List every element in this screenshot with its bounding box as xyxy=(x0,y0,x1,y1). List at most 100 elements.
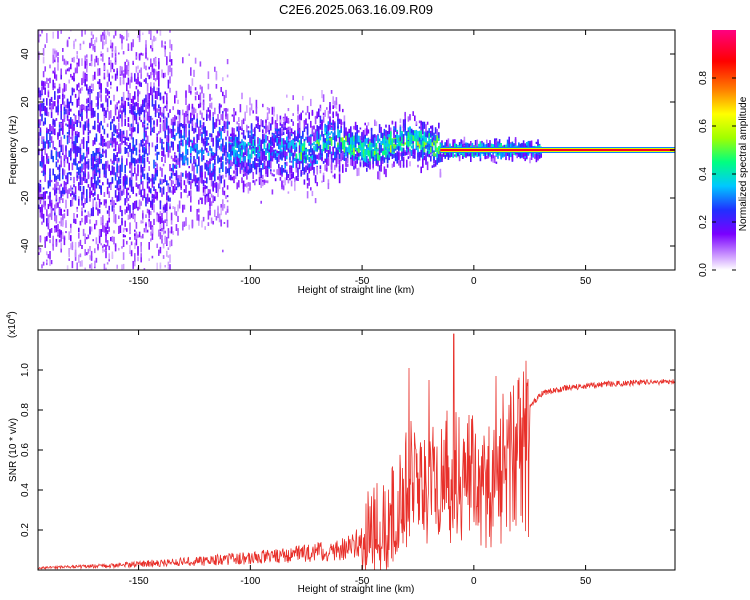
spectrogram-cell xyxy=(138,143,141,152)
spectrogram-cell xyxy=(358,152,360,157)
spectrogram-cell xyxy=(441,143,443,150)
spectrogram-cell xyxy=(156,170,158,177)
spectrogram-cell xyxy=(105,199,107,204)
spectrogram-cell xyxy=(97,119,99,124)
spectrogram-cell xyxy=(146,229,149,233)
spectrogram-cell xyxy=(385,150,387,158)
spectrogram-cell xyxy=(70,223,72,229)
spectrogram-cell xyxy=(175,90,178,98)
spectrogram-cell xyxy=(161,96,163,100)
spectrogram-cell xyxy=(78,115,80,123)
spectrogram-cell xyxy=(258,156,261,162)
spectrogram-cell xyxy=(110,45,112,49)
spectrogram-cell xyxy=(137,35,139,38)
spectrogram-cell xyxy=(409,161,411,167)
spectrogram-cell xyxy=(57,181,59,186)
spectrogram-cell xyxy=(175,165,178,169)
spectrogram-cell xyxy=(79,239,82,246)
spectrogram-cell xyxy=(258,171,261,178)
spectrogram-cell xyxy=(234,141,237,148)
spectrogram-cell xyxy=(345,167,347,172)
spectrogram-cell xyxy=(76,175,78,178)
spectrogram-cell xyxy=(226,168,229,174)
spectrogram-cell xyxy=(372,134,374,144)
spectrogram-cell xyxy=(124,235,126,238)
spectrogram-cell xyxy=(116,102,118,106)
spectrogram-cell xyxy=(362,152,365,158)
spectrogram-cell xyxy=(42,83,45,90)
spectrogram-cell xyxy=(338,118,341,124)
spectrogram-cell xyxy=(156,262,158,270)
spectrogram-cell xyxy=(159,30,162,36)
spectrogram-cell xyxy=(348,146,350,153)
spectrogram-cell xyxy=(102,35,104,43)
spectrogram-cell xyxy=(278,163,280,172)
spectrogram-cell xyxy=(151,99,154,107)
spectrogram-cell xyxy=(71,88,74,96)
spectrogram-cell xyxy=(90,226,93,232)
spectrogram-cell xyxy=(233,111,235,118)
spectrogram-cell xyxy=(306,123,309,130)
spectrogram-cell xyxy=(113,200,115,208)
spectrogram-cell xyxy=(330,127,333,130)
spectrogram-cell xyxy=(303,139,306,145)
spectrogram-cell xyxy=(404,130,406,136)
spectrogram-cell xyxy=(154,194,157,199)
spectrogram-cell xyxy=(329,102,331,111)
spectrogram-cell xyxy=(132,105,134,115)
spectrogram-cell xyxy=(114,104,117,109)
spectrogram-cell xyxy=(175,179,178,185)
spectrogram-cell xyxy=(286,171,288,176)
spectrogram-cell xyxy=(49,195,51,204)
spectrogram-cell xyxy=(118,100,120,104)
spectrogram-cell xyxy=(87,184,90,188)
spectrogram-cell xyxy=(401,137,403,142)
spectrogram-cell xyxy=(121,130,123,135)
spectrogram-cell xyxy=(114,46,117,54)
spectrogram-cell xyxy=(434,127,437,134)
spectrogram-cell xyxy=(210,133,213,138)
spectrogram-cell xyxy=(108,111,110,114)
spectrogram-cell xyxy=(132,260,134,269)
spectrogram-cell xyxy=(106,240,109,247)
spectrogram-cell xyxy=(46,98,48,106)
colorbar-tick-label: 0.4 xyxy=(698,167,709,181)
spectrogram-cell xyxy=(380,131,382,138)
spectrogram-cell xyxy=(418,154,421,161)
spectrogram-cell xyxy=(199,84,202,90)
spectrogram-cell xyxy=(121,99,123,108)
spectrogram-cell xyxy=(60,73,62,80)
spectrogram-cell xyxy=(110,39,112,46)
spectrogram-cell xyxy=(393,148,395,153)
spectrogram-cell xyxy=(95,160,98,163)
spectrogram-cell xyxy=(167,228,170,231)
spectrogram-cell xyxy=(114,214,117,223)
spectrogram-cell xyxy=(84,124,86,131)
spectrogram-cell xyxy=(498,139,501,145)
spectrogram-cell xyxy=(143,268,146,270)
spectrogram-cell xyxy=(230,163,232,167)
spectrogram-cell xyxy=(98,179,101,183)
spectrogram-cell xyxy=(166,135,168,142)
spectrogram-cell xyxy=(169,87,171,93)
spectrogram-cell xyxy=(140,82,142,87)
spectrogram-cell xyxy=(95,201,98,208)
spectrogram-cell xyxy=(303,121,306,128)
spectrogram-cell xyxy=(353,148,355,158)
spectrogram-cell xyxy=(298,130,301,139)
spectrogram-cell xyxy=(262,174,264,180)
spectrogram-cell xyxy=(204,197,206,205)
spectrogram-cell xyxy=(54,86,56,89)
spectrogram-cell xyxy=(102,141,104,148)
spectrogram-cell xyxy=(324,138,326,146)
spectrogram-cell xyxy=(217,205,219,213)
spectrogram-cell xyxy=(162,122,165,132)
y-tick-label: 0 xyxy=(20,147,31,153)
spectrogram-cell xyxy=(231,161,234,166)
spectrogram-cell xyxy=(177,124,179,134)
spectrogram-cell xyxy=(39,109,42,117)
spectrogram-cell xyxy=(193,165,195,170)
spectrogram-cell xyxy=(58,207,61,215)
spectrogram-cell xyxy=(124,115,126,118)
spectrogram-cell xyxy=(122,227,125,233)
